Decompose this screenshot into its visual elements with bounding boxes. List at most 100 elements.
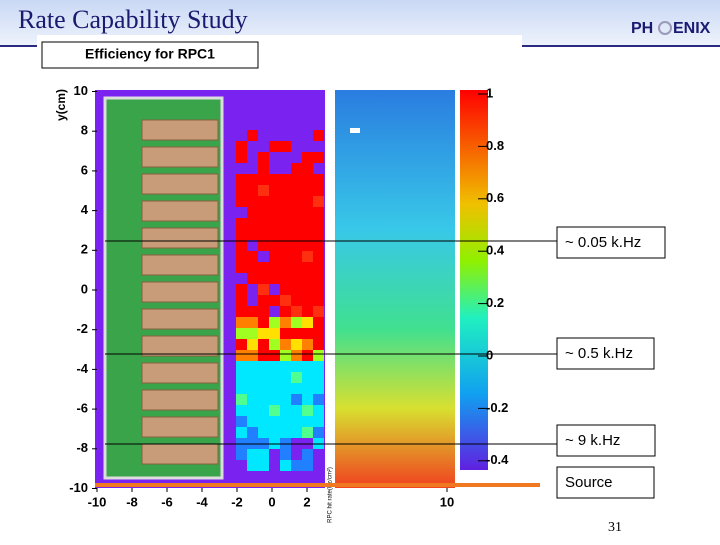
map-cell [258, 449, 269, 460]
map-cell [247, 460, 258, 471]
map-cell [258, 196, 269, 207]
map-cell [280, 284, 291, 295]
colorbar-tick-label: -0.4 [486, 452, 509, 467]
map-cell [247, 130, 258, 141]
map-cell [291, 372, 302, 383]
map-cell [269, 361, 280, 372]
map-cell [302, 163, 313, 174]
map-cell [236, 251, 247, 262]
map-cell [258, 383, 269, 394]
map-cell [280, 306, 291, 317]
map-cell [302, 339, 313, 350]
map-cell [247, 383, 258, 394]
map-cell [313, 416, 324, 427]
annotation: Source [565, 474, 613, 491]
rate-axis-label: RPC hit rate(Hz/cm²) [328, 467, 334, 523]
rpc-pad [141, 335, 219, 357]
map-cell [258, 460, 269, 471]
map-cell [313, 284, 324, 295]
map-cell [302, 196, 313, 207]
map-cell [269, 251, 280, 262]
map-cell [313, 306, 324, 317]
map-cell [236, 449, 247, 460]
map-cell [291, 295, 302, 306]
map-cell [269, 185, 280, 196]
map-cell [236, 306, 247, 317]
rpc-pad [141, 146, 219, 168]
map-cell [247, 372, 258, 383]
map-cell [247, 174, 258, 185]
rate-map-marker [350, 128, 360, 133]
x-tick-label: -6 [161, 494, 173, 509]
map-cell [313, 251, 324, 262]
figure-title: Efficiency for RPC1 [85, 46, 215, 62]
map-cell [258, 295, 269, 306]
map-cell [302, 383, 313, 394]
map-cell [247, 328, 258, 339]
map-cell [302, 394, 313, 405]
rpc-pad [141, 416, 219, 438]
map-cell [236, 185, 247, 196]
map-cell [280, 394, 291, 405]
map-cell [313, 427, 324, 438]
map-cell [291, 185, 302, 196]
map-cell [291, 262, 302, 273]
y-tick-label: -8 [76, 440, 88, 455]
map-cell [302, 152, 313, 163]
rpc-pad [141, 389, 219, 411]
map-cell [291, 218, 302, 229]
rpc-pad [141, 308, 219, 330]
map-cell [280, 350, 291, 361]
map-cell [280, 185, 291, 196]
map-cell [269, 141, 280, 152]
rate-map [335, 90, 455, 488]
rpc-pads [141, 119, 219, 465]
map-cell [247, 339, 258, 350]
rpc-pad [141, 254, 219, 276]
map-cell [269, 383, 280, 394]
map-cell [280, 262, 291, 273]
map-cell [269, 405, 280, 416]
map-cell [247, 427, 258, 438]
map-cell [269, 273, 280, 284]
map-cell [269, 218, 280, 229]
map-cell [236, 372, 247, 383]
map-cell [236, 394, 247, 405]
colorbar-tick-label: 0.4 [486, 243, 505, 258]
map-cell [302, 262, 313, 273]
colorbar-tick-label: 0.8 [486, 138, 504, 153]
map-cell [313, 273, 324, 284]
map-cell [258, 284, 269, 295]
map-cell [291, 339, 302, 350]
map-cell [236, 405, 247, 416]
y-tick-label: -10 [69, 480, 88, 495]
page-number: 31 [608, 520, 622, 535]
map-cell [236, 383, 247, 394]
rpc-pad [141, 173, 219, 195]
x-tick-label: 0 [268, 494, 275, 509]
map-cell [258, 218, 269, 229]
map-cell [291, 306, 302, 317]
map-cell [258, 372, 269, 383]
map-cell [269, 328, 280, 339]
map-cell [302, 295, 313, 306]
colorbar-tick-label: 0.2 [486, 295, 504, 310]
map-cell [302, 218, 313, 229]
map-cell [291, 405, 302, 416]
map-cell [291, 240, 302, 251]
map-cell [247, 251, 258, 262]
map-cell [313, 196, 324, 207]
x-tick-label: 10 [440, 494, 454, 509]
map-cell [258, 427, 269, 438]
map-cell [313, 383, 324, 394]
map-cell [247, 196, 258, 207]
map-cell [291, 196, 302, 207]
map-cell [280, 240, 291, 251]
map-cell [313, 174, 324, 185]
map-cell [236, 339, 247, 350]
map-cell [302, 229, 313, 240]
map-cell [236, 295, 247, 306]
map-cell [302, 207, 313, 218]
